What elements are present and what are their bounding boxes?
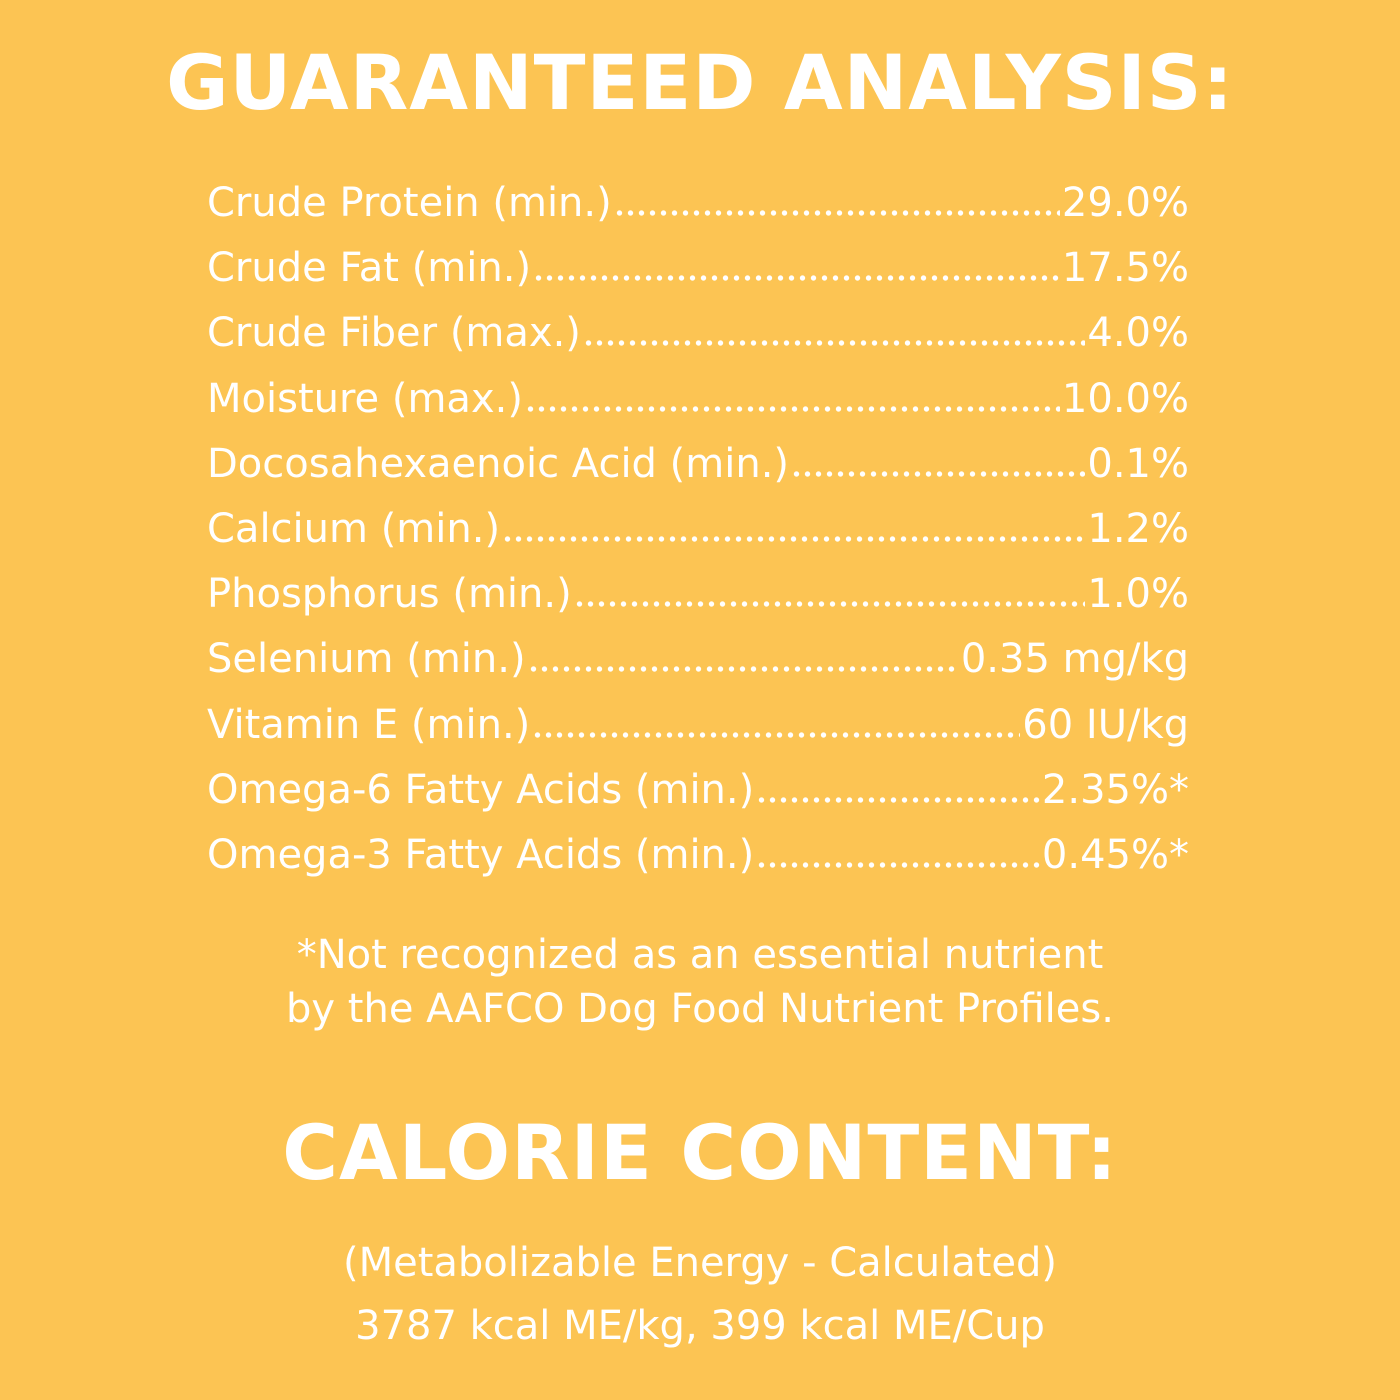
analysis-row: Crude Protein (min.) 29.0% <box>207 180 1189 245</box>
leader-dots <box>573 601 1086 608</box>
calorie-lines: (Metabolizable Energy - Calculated) 3787… <box>0 1232 1400 1358</box>
nutrient-label: Omega-3 Fatty Acids (min.) <box>207 831 755 878</box>
analysis-row: Selenium (min.) 0.35 mg/kg <box>207 636 1189 701</box>
nutrient-label: Crude Protein (min.) <box>207 180 612 226</box>
leader-dots <box>756 861 1040 868</box>
leader-dots <box>756 796 1040 803</box>
nutrient-label: Vitamin E (min.) <box>207 701 531 748</box>
nutrient-label: Moisture (max.) <box>207 375 523 422</box>
analysis-row: Docosahexaenoic Acid (min.) 0.1% <box>207 441 1189 506</box>
nutrient-value: 0.1% <box>1087 440 1189 487</box>
leader-dots <box>502 535 1086 542</box>
calorie-line: 3787 kcal ME/kg, 399 kcal ME/Cup <box>355 1303 1045 1349</box>
analysis-row: Omega-3 Fatty Acids (min.) 0.45%* <box>207 832 1189 897</box>
nutrient-value: 2.35%* <box>1041 766 1189 813</box>
leader-dots <box>527 666 959 673</box>
calorie-title: CALORIE CONTENT: <box>282 1108 1118 1197</box>
nutrient-label: Docosahexaenoic Acid (min.) <box>207 440 790 487</box>
footnote-line: by the AAFCO Dog Food Nutrient Profiles. <box>286 986 1114 1032</box>
leader-dots <box>791 470 1086 477</box>
nutrient-value: 29.0% <box>1061 180 1189 226</box>
nutrient-label: Calcium (min.) <box>207 505 501 552</box>
nutrient-value: 0.45%* <box>1041 831 1189 878</box>
nutrient-label: Selenium (min.) <box>207 636 526 683</box>
leader-dots <box>533 275 1060 282</box>
nutrient-label: Crude Fat (min.) <box>207 245 532 292</box>
leader-dots <box>524 405 1060 412</box>
leader-dots <box>532 731 1021 738</box>
nutrient-value: 17.5% <box>1061 245 1189 292</box>
analysis-row: Crude Fiber (max.) 4.0% <box>207 310 1189 375</box>
title: GUARANTEED ANALYSIS: <box>166 38 1234 127</box>
analysis-row: Moisture (max.) 10.0% <box>207 376 1189 441</box>
leader-dots <box>582 340 1086 347</box>
footnote-line: *Not recognized as an essential nutrient <box>296 932 1104 978</box>
nutrient-value: 1.2% <box>1087 505 1189 552</box>
analysis-row: Phosphorus (min.) 1.0% <box>207 571 1189 636</box>
analysis-row: Calcium (min.) 1.2% <box>207 506 1189 571</box>
footnote: *Not recognized as an essential nutrient… <box>0 928 1400 1036</box>
leader-dots <box>613 210 1060 216</box>
analysis-row: Vitamin E (min.) 60 IU/kg <box>207 702 1189 767</box>
nutrient-label: Crude Fiber (max.) <box>207 310 581 357</box>
nutrient-value: 10.0% <box>1061 375 1189 422</box>
analysis-row: Omega-6 Fatty Acids (min.) 2.35%* <box>207 767 1189 832</box>
nutrient-label: Omega-6 Fatty Acids (min.) <box>207 766 755 813</box>
nutrient-value: 1.0% <box>1087 571 1189 618</box>
nutrient-value: 0.35 mg/kg <box>960 636 1189 683</box>
analysis-row: Crude Fat (min.) 17.5% <box>207 245 1189 310</box>
analysis-list: Crude Protein (min.) 29.0% Crude Fat (min.… <box>207 180 1189 897</box>
nutrient-value: 4.0% <box>1087 310 1189 357</box>
calorie-line: (Metabolizable Energy - Calculated) <box>342 1240 1058 1286</box>
nutrient-value: 60 IU/kg <box>1022 701 1189 748</box>
nutrient-label: Phosphorus (min.) <box>207 571 572 618</box>
